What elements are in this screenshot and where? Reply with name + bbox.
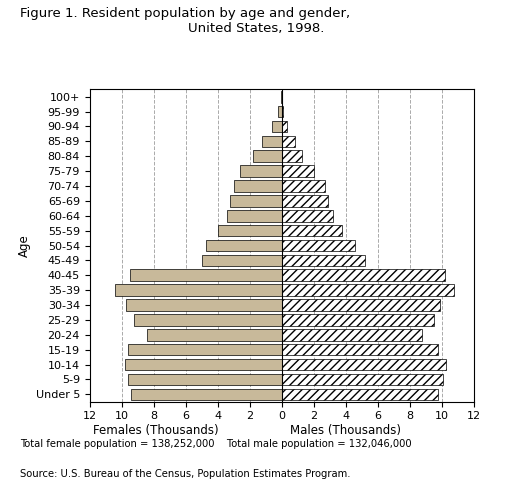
Bar: [125, 359, 282, 371]
Bar: [282, 180, 325, 192]
Bar: [240, 165, 282, 177]
Bar: [282, 121, 287, 132]
Bar: [282, 165, 313, 177]
Text: Females (Thousands): Females (Thousands): [93, 424, 219, 437]
Bar: [230, 195, 282, 207]
Bar: [279, 106, 282, 118]
Bar: [282, 225, 343, 237]
Text: Males (Thousands): Males (Thousands): [290, 424, 401, 437]
Bar: [282, 314, 434, 326]
Bar: [282, 359, 446, 371]
Bar: [128, 373, 282, 385]
Bar: [131, 388, 282, 400]
Bar: [282, 195, 328, 207]
Text: Total female population = 138,252,000    Total male population = 132,046,000: Total female population = 138,252,000 To…: [20, 439, 412, 449]
Text: Source: U.S. Bureau of the Census, Population Estimates Program.: Source: U.S. Bureau of the Census, Popul…: [20, 469, 351, 479]
Bar: [282, 269, 445, 281]
Bar: [263, 135, 282, 147]
Bar: [233, 180, 282, 192]
Bar: [147, 329, 282, 341]
Bar: [282, 299, 440, 311]
Bar: [282, 135, 295, 147]
Bar: [272, 121, 282, 132]
Bar: [282, 106, 283, 118]
Bar: [126, 299, 282, 311]
Bar: [282, 254, 365, 266]
Bar: [128, 344, 282, 356]
Bar: [130, 269, 282, 281]
Bar: [282, 240, 355, 251]
Bar: [282, 150, 303, 162]
Bar: [227, 210, 282, 222]
Bar: [253, 150, 282, 162]
Bar: [206, 240, 282, 251]
Bar: [282, 329, 422, 341]
Bar: [282, 210, 333, 222]
Bar: [218, 225, 282, 237]
Bar: [282, 344, 438, 356]
Text: United States, 1998.: United States, 1998.: [188, 22, 324, 35]
Bar: [282, 284, 455, 296]
Bar: [115, 284, 282, 296]
Bar: [281, 91, 282, 103]
Text: Figure 1. Resident population by age and gender,: Figure 1. Resident population by age and…: [20, 7, 351, 20]
Bar: [202, 254, 282, 266]
Bar: [135, 314, 282, 326]
Bar: [282, 388, 438, 400]
Y-axis label: Age: Age: [18, 234, 31, 257]
Bar: [282, 373, 443, 385]
